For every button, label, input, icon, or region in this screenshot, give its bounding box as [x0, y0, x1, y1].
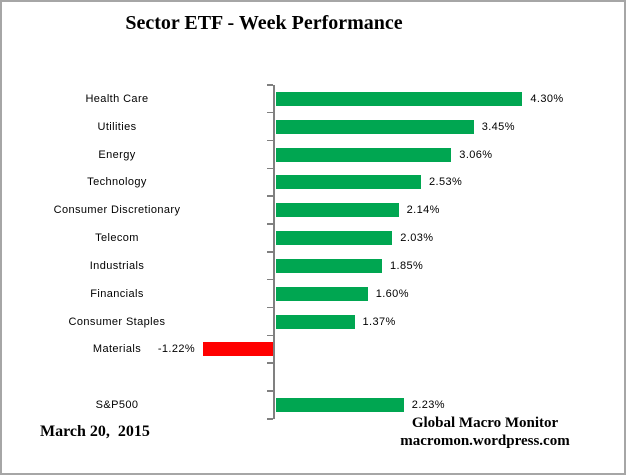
axis-tick [267, 111, 273, 114]
axis-tick [267, 278, 273, 281]
axis-tick [267, 251, 273, 253]
value-bar [276, 258, 382, 273]
category-label: Materials [92, 343, 142, 356]
axis-tick [267, 84, 273, 86]
credit-line-1: Global Macro Monitor [411, 415, 559, 431]
axis-tick [267, 195, 273, 197]
value-label: 3.45% [481, 120, 515, 133]
value-label: 2.23% [411, 399, 445, 412]
axis-tick [267, 418, 273, 420]
value-bar [276, 119, 474, 134]
axis-tick [267, 167, 273, 169]
category-label: Technology [87, 176, 147, 189]
category-label: Health Care [85, 92, 149, 105]
value-label: 3.06% [459, 148, 493, 161]
value-bar [276, 314, 355, 329]
value-bar [276, 231, 393, 246]
axis-tick [267, 139, 273, 142]
category-label: Financials [90, 287, 144, 300]
date-label: March 20, 2015 [40, 423, 150, 440]
category-label: Telecom [95, 232, 139, 245]
value-bar [276, 91, 523, 106]
credit-block: Global Macro Monitor macromon.wordpress.… [345, 414, 624, 450]
category-label: Energy [98, 148, 136, 161]
chart-title: Sector ETF - Week Performance [125, 12, 403, 34]
credit-line-2: macromon.wordpress.com [400, 433, 570, 449]
category-label: Industrials [89, 259, 145, 272]
value-label: 2.14% [406, 204, 440, 217]
value-bar [276, 175, 421, 190]
value-label: -1.22% [157, 343, 196, 356]
category-label: Consumer Staples [68, 315, 166, 328]
category-label: S&P500 [95, 399, 139, 412]
category-label: Utilities [97, 120, 137, 133]
value-bar [276, 398, 404, 413]
axis-tick [267, 362, 273, 364]
category-label: Consumer Discretionary [53, 204, 181, 217]
value-bar [276, 203, 399, 218]
value-label: 2.53% [429, 176, 463, 189]
value-bar [276, 147, 452, 162]
value-label: 4.30% [530, 92, 564, 105]
axis-tick [267, 306, 273, 309]
axis-tick [267, 334, 273, 336]
axis-tick [267, 390, 273, 392]
value-label: 1.85% [390, 259, 424, 272]
value-bar [276, 286, 368, 301]
value-bar [203, 342, 273, 357]
value-label: 1.60% [375, 287, 409, 300]
axis-tick [267, 223, 273, 225]
value-label: 1.37% [362, 315, 396, 328]
value-label: 2.03% [400, 232, 434, 245]
y-axis-line [273, 85, 275, 419]
